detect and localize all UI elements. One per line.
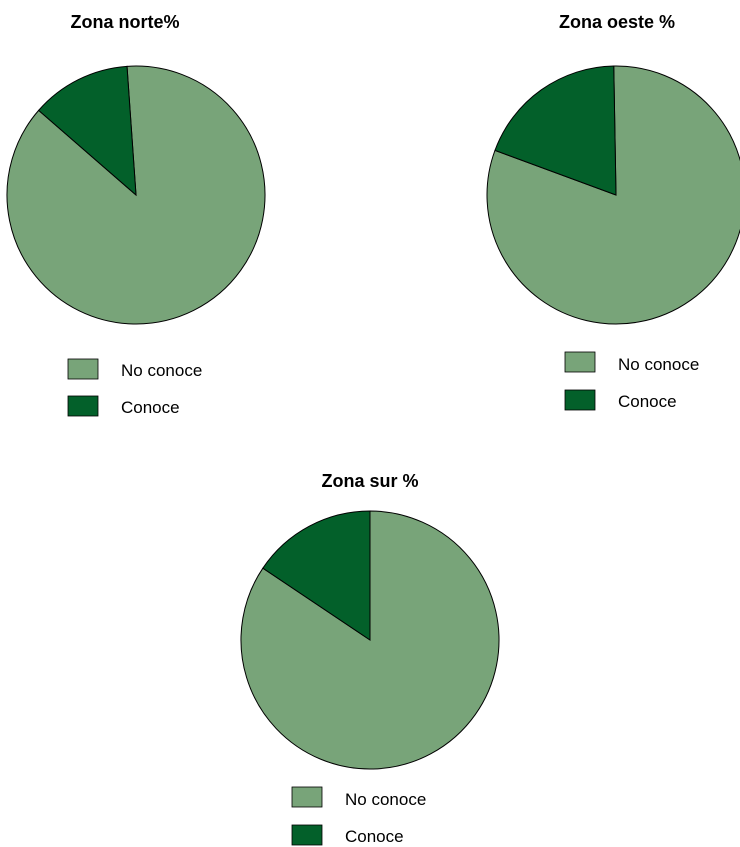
legend-label-no-conoce: No conoce xyxy=(121,361,202,380)
legend-label-no-conoce: No conoce xyxy=(618,355,699,374)
chart-title-zona-oeste: Zona oeste % xyxy=(559,12,675,32)
legend-label-conoce: Conoce xyxy=(345,827,404,846)
legend-swatch-no-conoce xyxy=(67,358,99,380)
legend-swatch-conoce xyxy=(564,389,596,411)
chart-zona-norte: Zona norte% No conoce Conoce xyxy=(6,12,266,417)
legend-label-conoce: Conoce xyxy=(121,398,180,417)
legend-label-no-conoce: No conoce xyxy=(345,790,426,809)
pie-zona-oeste xyxy=(486,65,740,325)
pie-zona-sur xyxy=(240,510,500,770)
pie-slice-conoce xyxy=(262,510,371,641)
legend-swatch-no-conoce xyxy=(291,786,323,808)
pie-zona-norte xyxy=(6,65,266,325)
pie-slice-conoce xyxy=(37,65,137,197)
legend-swatch-conoce xyxy=(291,824,323,846)
pie-slice-conoce xyxy=(494,65,617,196)
pie-slice-no-conoce xyxy=(486,65,740,325)
legend-label-conoce: Conoce xyxy=(618,392,677,411)
chart-zona-sur: Zona sur % No conoce Conoce xyxy=(240,471,500,846)
chart-title-zona-norte: Zona norte% xyxy=(70,12,179,32)
legend-swatch-conoce xyxy=(67,395,99,417)
chart-zona-oeste: Zona oeste % No conoce Conoce xyxy=(486,12,740,411)
legend-swatch-no-conoce xyxy=(564,351,596,373)
chart-title-zona-sur: Zona sur % xyxy=(321,471,418,491)
